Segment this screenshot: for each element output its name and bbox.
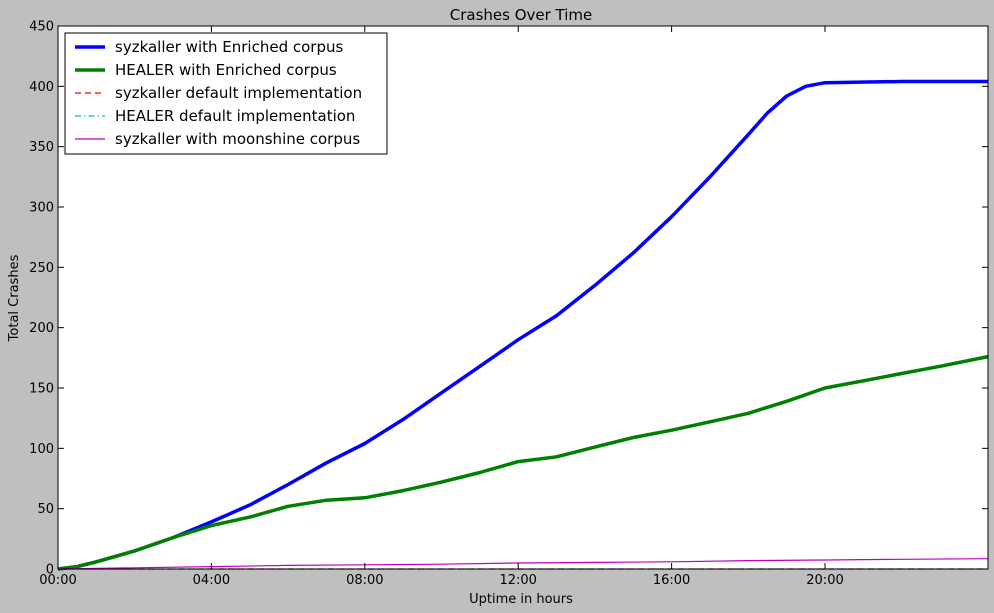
x-tick-label: 12:00 [499,573,536,588]
x-axis-label: Uptime in hours [469,592,573,607]
legend: syzkaller with Enriched corpus HEALER wit… [64,32,388,155]
x-tick-label: 00:00 [39,573,76,588]
y-tick-label: 250 [29,261,54,276]
y-tick-label: 200 [29,321,54,336]
chart-title: Crashes Over Time [450,6,593,24]
legend-label-2: HEALER with Enriched corpus [115,61,337,79]
y-tick-label: 100 [29,442,54,457]
legend-label-1: syzkaller with Enriched corpus [115,38,343,56]
series-line-2 [57,354,989,571]
legend-label-5: syzkaller with moonshine corpus [115,130,360,148]
legend-label-4: HEALER default implementation [115,107,355,125]
y-tick-label: 350 [29,140,54,155]
y-tick-label: 300 [29,201,54,216]
y-tick-label: 50 [37,502,54,517]
y-tick-label: 450 [29,20,54,35]
x-tick-label: 16:00 [653,573,690,588]
y-tick-label: 150 [29,382,54,397]
plot-frame [57,25,989,570]
y-tick-label: 400 [29,80,54,95]
legend-box [64,32,388,155]
y-axis-label: Total Crashes [7,254,22,342]
tick-layer: 00:00 04:00 08:00 12:00 16:00 20:00 0 50 100 150 2… [29,20,988,588]
x-tick-label: 08:00 [346,573,383,588]
x-tick-label: 04:00 [193,573,230,588]
legend-label-3: syzkaller default implementation [115,84,362,102]
y-tick-label: 0 [46,563,54,578]
x-tick-label: 20:00 [806,573,843,588]
